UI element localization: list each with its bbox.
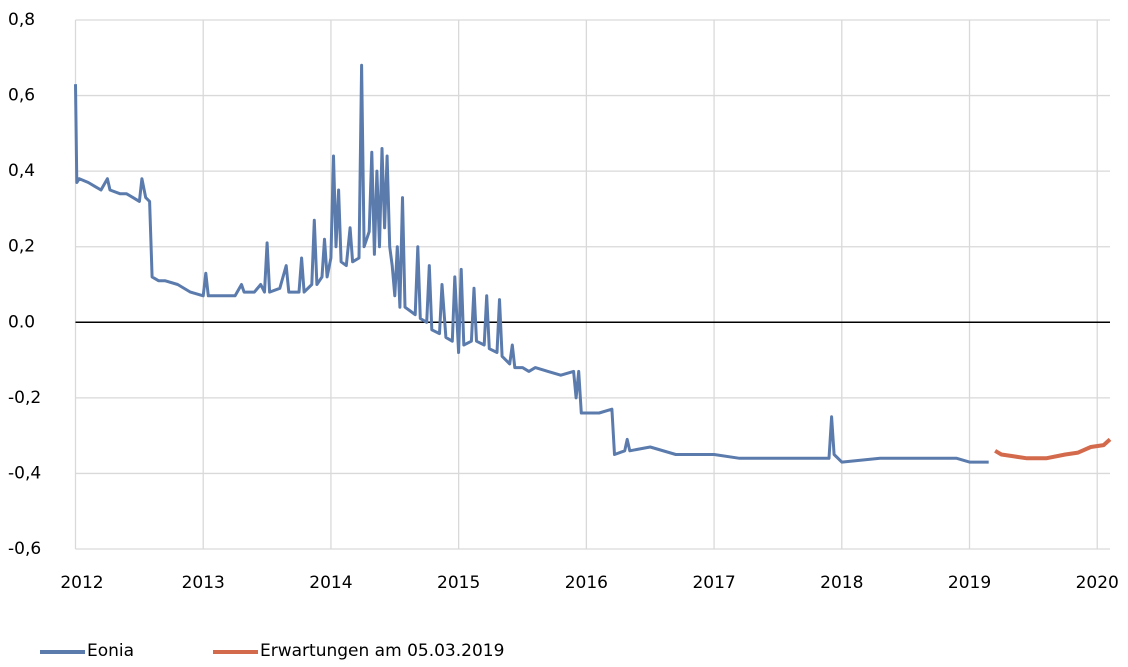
series-line [994,437,1112,461]
y-tick-label: 0.0 [8,312,35,332]
y-tick-label: 0,8 [8,10,35,30]
x-tick-label: 2014 [309,573,352,593]
y-tick-label: 0,2 [8,237,35,257]
legend-label: Erwartungen am 05.03.2019 [260,641,504,661]
y-tick-label: -0,4 [8,463,41,483]
y-tick-label: 0,4 [8,161,35,181]
x-tick-label: 2012 [60,573,103,593]
y-tick-label: -0,2 [8,388,41,408]
legend-label: Eonia [87,641,134,661]
x-tick-label: 2016 [565,573,608,593]
x-tick-label: 2013 [182,573,225,593]
y-tick-label: -0,6 [8,539,41,559]
x-tick-label: 2018 [820,573,863,593]
series-line [74,63,989,464]
x-tick-label: 2020 [1076,573,1119,593]
y-tick-label: 0,6 [8,86,35,106]
x-tick-label: 2015 [437,573,480,593]
x-tick-label: 2019 [948,573,991,593]
x-tick-label: 2017 [692,573,735,593]
